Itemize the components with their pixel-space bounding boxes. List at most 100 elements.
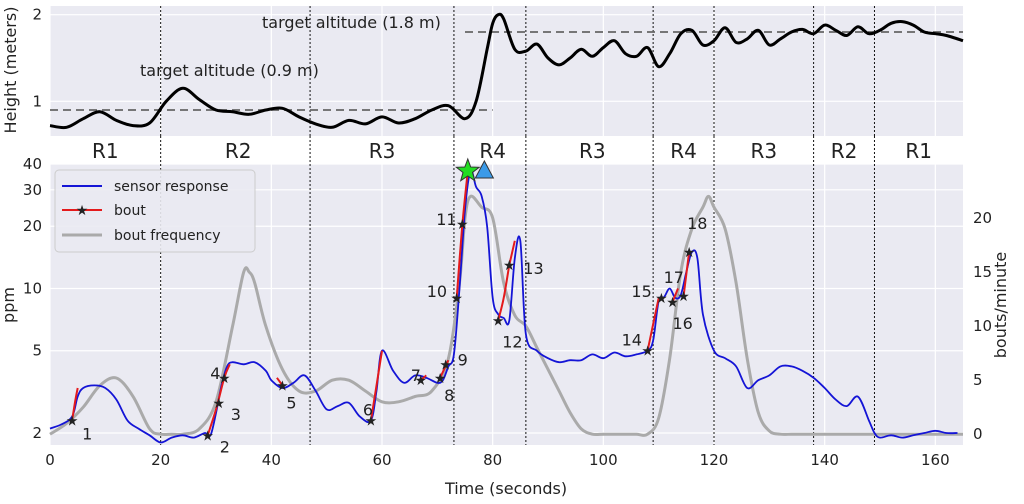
bout-segment [455, 170, 469, 298]
top-y-tick-label: 1 [32, 92, 42, 110]
region-label: R2 [225, 139, 252, 163]
x-tick-label: 140 [810, 451, 839, 469]
y-tick-label: 40 [23, 155, 42, 173]
bout-star-marker: ★ [365, 413, 378, 429]
target-label-high: target altitude (1.8 m) [262, 13, 441, 32]
bout-segment [646, 297, 660, 351]
bout-star-marker: ★ [666, 295, 679, 311]
bout-label: 6 [363, 400, 373, 419]
region-label-row: R1 R2 R3 R4 R3 R4 R3 R2 R1 [92, 136, 932, 164]
bout-label: 18 [687, 214, 707, 233]
bout-star-marker: ★ [414, 373, 427, 389]
x-tick-label: 40 [262, 451, 281, 469]
legend-label-sensor: sensor response [114, 179, 228, 195]
x-tick-label: 160 [921, 451, 950, 469]
y2-axis-label: bouts/minute [991, 252, 1010, 359]
bout-star-marker: ★ [456, 217, 469, 233]
region-label: R4 [479, 139, 506, 163]
bout-label: 14 [622, 331, 642, 350]
bout-star-marker: ★ [66, 413, 79, 429]
y-tick-label: 30 [23, 181, 42, 199]
region-label: R3 [579, 139, 606, 163]
region-label: R3 [750, 139, 777, 163]
x-tick-label: 80 [483, 451, 502, 469]
bout-segment [276, 377, 284, 386]
x-tick-label: 0 [45, 451, 55, 469]
bout-label: 12 [502, 333, 522, 352]
bout-star-marker: ★ [641, 344, 654, 360]
peak-star-marker [455, 157, 481, 182]
y-tick-label: 20 [23, 217, 42, 235]
bout-label: 11 [436, 210, 456, 229]
top-y-ticks: 12 [32, 6, 42, 111]
bout-segment [497, 264, 511, 321]
bout-star-marker: ★ [276, 378, 289, 394]
bout-star-marker: ★ [683, 245, 696, 261]
top-region-boundaries [160, 6, 875, 136]
region-label: R2 [831, 139, 858, 163]
bottom-y-ticks: 2 5 10 20 30 40 [23, 155, 42, 442]
bout-star-marker: ★ [492, 314, 505, 330]
bout-label: 17 [664, 268, 684, 287]
bout-label: 7 [411, 366, 421, 385]
bout-star-marker: ★ [503, 258, 516, 274]
bout-star-marker: ★ [439, 357, 452, 373]
legend-label-frequency: bout frequency [114, 228, 220, 244]
x-tick-label: 100 [589, 451, 618, 469]
bout-segment [71, 387, 79, 421]
bout-label: 1 [82, 424, 92, 443]
x-tick-label: 120 [700, 451, 729, 469]
bout-label: 5 [286, 393, 296, 412]
bout-star-marker: ★ [201, 428, 214, 444]
y-tick-label: 2 [32, 424, 42, 442]
x-tick-label: 20 [151, 451, 170, 469]
bottom-region-boundaries [160, 164, 875, 445]
bout-segment [682, 251, 691, 297]
bout-segment [508, 240, 516, 266]
y-axis-label: ppm [0, 287, 18, 323]
bout-label: 9 [458, 350, 468, 369]
bout-star-marker: ★ [450, 291, 463, 307]
series-sensor-response [49, 169, 958, 444]
region-label: R3 [369, 139, 396, 163]
bout-star-marker: ★ [212, 396, 225, 412]
height-line [49, 12, 964, 130]
bout-segment [420, 374, 427, 381]
y-tick-label: 10 [23, 279, 42, 297]
y-tick-label: 5 [32, 342, 42, 360]
bout-label: 2 [220, 437, 230, 456]
bout-label: 10 [427, 282, 447, 301]
bottom-y2-ticks: 0 5 10 15 20 [973, 209, 992, 443]
y2-tick-label: 5 [973, 371, 983, 389]
bout-star-marker: ★ [655, 291, 668, 307]
region-label: R1 [905, 139, 932, 163]
target-label-low: target altitude (0.9 m) [140, 61, 319, 80]
region-label: R4 [670, 139, 697, 163]
bout-label: 8 [444, 386, 454, 405]
bout-label: 4 [210, 364, 220, 383]
bout-star-marker: ★ [218, 371, 231, 387]
series-bout-frequency [49, 194, 963, 437]
bout-segment [671, 288, 679, 303]
bout-segment [369, 350, 383, 421]
bout-label: 13 [523, 259, 543, 278]
bout-segment [439, 359, 450, 379]
legend-label-bout: bout [114, 203, 146, 219]
y2-tick-label: 10 [973, 317, 992, 335]
y2-tick-label: 0 [973, 425, 983, 443]
y2-tick-label: 20 [973, 209, 992, 227]
bout-points: ★★★★ ★★★ ★★★★★★★★★★★ [66, 217, 696, 444]
bout-label: 16 [673, 314, 693, 333]
bout-segments [71, 170, 691, 436]
region-label: R1 [92, 139, 119, 163]
legend: sensor response ★ bout bout frequency [54, 169, 256, 253]
top-panel: 12 Height (meters) target altitude (0.9 … [1, 6, 964, 136]
y2-tick-label: 15 [973, 263, 992, 281]
legend-star-icon: ★ [76, 203, 89, 219]
x-tick-label: 60 [372, 451, 391, 469]
peak-triangle-marker [474, 159, 495, 179]
bout-star-marker: ★ [677, 289, 690, 305]
